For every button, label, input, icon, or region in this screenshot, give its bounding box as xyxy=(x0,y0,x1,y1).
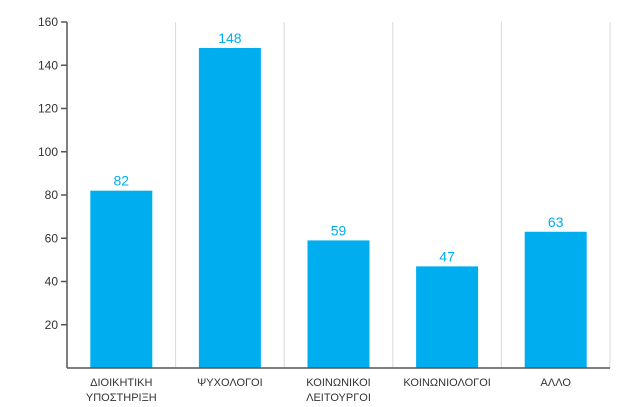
y-tick-label: 80 xyxy=(45,188,59,202)
y-axis: 20 40 60 80 100 120 140 160 xyxy=(38,15,68,368)
bar xyxy=(416,266,479,368)
x-tick-label: ΨΥΧΟΛΟΓΟΙ xyxy=(197,377,263,389)
y-tick-label: 60 xyxy=(45,231,59,245)
y-tick-label: 20 xyxy=(45,318,59,332)
grid-lines xyxy=(175,22,611,368)
x-tick-label-line: ΨΥΧΟΛΟΓΟΙ xyxy=(197,377,263,389)
x-tick-label-line: ΥΠΟΣΤΗΡΙΞΗ xyxy=(86,392,157,404)
bar xyxy=(307,240,370,368)
bars xyxy=(90,47,587,368)
y-tick-label: 160 xyxy=(38,15,58,29)
x-tick-label-line: ΛΕΙΤΟΥΡΓΟΙ xyxy=(306,392,371,404)
x-tick-label: ΔΙΟΙΚΗΤΙΚΗ ΥΠΟΣΤΗΡΙΞΗ xyxy=(86,377,157,404)
data-label: 47 xyxy=(439,248,455,264)
y-tick-label: 100 xyxy=(38,145,58,159)
x-tick-label-line: ΑΛΛΟ xyxy=(541,377,572,389)
x-tick-label-line: ΚΟΙΝΩΝΙΟΛΟΓΟΙ xyxy=(403,377,490,389)
bar xyxy=(90,190,153,368)
x-axis: ΔΙΟΙΚΗΤΙΚΗ ΥΠΟΣΤΗΡΙΞΗ ΨΥΧΟΛΟΓΟΙ ΚΟΙΝΩΝΙΚΟΙ Λ… xyxy=(67,367,610,404)
bar xyxy=(524,231,587,368)
x-tick-label: ΚΟΙΝΩΝΙΟΛΟΓΟΙ xyxy=(403,377,490,389)
x-tick-label: ΚΟΙΝΩΝΙΚΟΙ ΛΕΙΤΟΥΡΓΟΙ xyxy=(306,377,371,404)
data-labels: 82 148 59 47 63 xyxy=(114,30,564,264)
bar xyxy=(198,47,261,368)
x-tick-label-line: ΚΟΙΝΩΝΙΚΟΙ xyxy=(306,377,370,389)
x-tick-label: ΑΛΛΟ xyxy=(541,377,572,389)
y-tick-label: 140 xyxy=(38,58,58,72)
data-label: 82 xyxy=(114,173,130,189)
x-tick-label-line: ΔΙΟΙΚΗΤΙΚΗ xyxy=(90,377,152,389)
data-label: 63 xyxy=(548,214,564,230)
data-label: 148 xyxy=(218,30,242,46)
data-label: 59 xyxy=(331,222,347,238)
y-tick-label: 120 xyxy=(38,102,58,116)
y-tick-label: 40 xyxy=(45,275,59,289)
